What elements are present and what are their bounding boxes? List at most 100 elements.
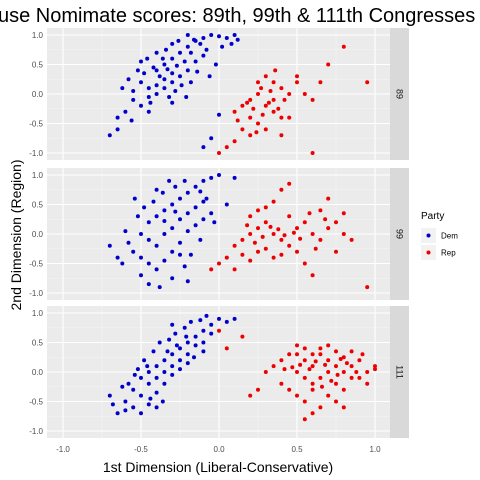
data-point	[173, 89, 178, 93]
data-point	[154, 267, 159, 272]
data-point	[256, 121, 260, 126]
data-point	[170, 41, 175, 46]
data-point	[326, 343, 331, 348]
data-point	[154, 83, 159, 88]
data-point	[302, 346, 307, 351]
data-point	[146, 86, 151, 91]
data-point	[320, 384, 324, 389]
data-point	[318, 208, 323, 213]
data-point	[154, 68, 159, 73]
y-tick-label: 0.0	[32, 368, 44, 377]
data-point	[107, 243, 112, 248]
data-point	[178, 346, 182, 351]
x-tick-label: 0.5	[291, 445, 303, 454]
data-point	[287, 115, 292, 120]
data-point	[195, 69, 200, 74]
data-point	[192, 37, 196, 42]
data-point	[282, 233, 287, 238]
data-point	[126, 77, 131, 82]
data-point	[217, 261, 221, 266]
data-point	[120, 261, 125, 266]
data-point	[107, 133, 112, 138]
data-point	[154, 364, 159, 369]
data-point	[354, 370, 359, 374]
x-axis-ticks: -1.0 -0.5 0.0 0.5 1.0	[56, 445, 381, 454]
data-point	[185, 340, 190, 345]
data-point	[188, 80, 193, 85]
data-point	[182, 325, 187, 330]
data-point	[193, 205, 198, 210]
data-point	[201, 36, 206, 40]
data-point	[142, 358, 147, 363]
data-point	[193, 184, 198, 189]
data-point	[201, 145, 206, 150]
data-point	[154, 50, 159, 55]
data-point	[232, 139, 237, 144]
data-point	[151, 199, 156, 204]
data-point	[193, 59, 198, 64]
data-point	[295, 74, 299, 79]
data-point	[170, 202, 175, 207]
data-point	[338, 357, 343, 361]
data-point	[185, 211, 190, 216]
data-point	[146, 282, 151, 287]
data-point	[185, 190, 190, 195]
data-point	[146, 237, 151, 242]
data-point	[162, 381, 167, 386]
data-point	[165, 349, 170, 354]
series-dem	[107, 313, 237, 416]
data-point	[209, 331, 214, 336]
data-point	[268, 224, 273, 229]
data-point	[204, 47, 209, 52]
data-point	[123, 229, 128, 234]
data-point	[318, 405, 323, 410]
data-point	[185, 361, 190, 366]
data-point	[313, 359, 318, 364]
data-point	[129, 118, 134, 123]
data-point	[154, 214, 159, 219]
data-point	[188, 319, 193, 324]
data-point	[178, 74, 182, 79]
data-point	[357, 375, 362, 380]
chart-title: use Nomimate scores: 89th, 99th & 111th …	[0, 5, 475, 27]
data-point	[131, 405, 136, 410]
data-point	[263, 246, 268, 251]
data-point	[282, 367, 287, 372]
data-point	[135, 214, 140, 219]
data-point	[341, 405, 346, 410]
data-point	[224, 319, 229, 324]
data-point	[185, 33, 190, 37]
y-tick-label: -0.5	[29, 120, 43, 129]
data-point	[157, 74, 162, 79]
data-point	[154, 375, 159, 380]
data-point	[232, 109, 237, 114]
data-point	[276, 227, 281, 232]
data-point	[256, 92, 260, 96]
data-point	[178, 240, 182, 245]
data-point	[287, 92, 292, 96]
y-tick-label: 1.0	[32, 171, 44, 180]
data-point	[259, 86, 264, 91]
data-point	[307, 211, 312, 216]
panel-99: -1.0 -0.5 0.0 0.5 1.0 99	[29, 168, 409, 300]
data-point	[276, 106, 281, 111]
data-point	[170, 249, 175, 254]
data-point	[302, 358, 307, 363]
data-point	[268, 89, 273, 93]
data-point	[295, 370, 299, 374]
data-point	[341, 370, 346, 374]
data-point	[178, 367, 182, 372]
data-point	[341, 387, 346, 392]
data-point	[170, 100, 175, 105]
data-point	[135, 68, 140, 73]
data-point	[123, 109, 128, 114]
data-point	[279, 358, 284, 363]
data-point	[204, 196, 209, 201]
data-point	[110, 402, 115, 407]
data-point	[279, 381, 284, 386]
data-point	[139, 80, 143, 85]
y-tick-label: -1.0	[29, 427, 43, 436]
data-point	[326, 393, 331, 398]
data-point	[341, 44, 346, 49]
data-point	[148, 100, 153, 105]
